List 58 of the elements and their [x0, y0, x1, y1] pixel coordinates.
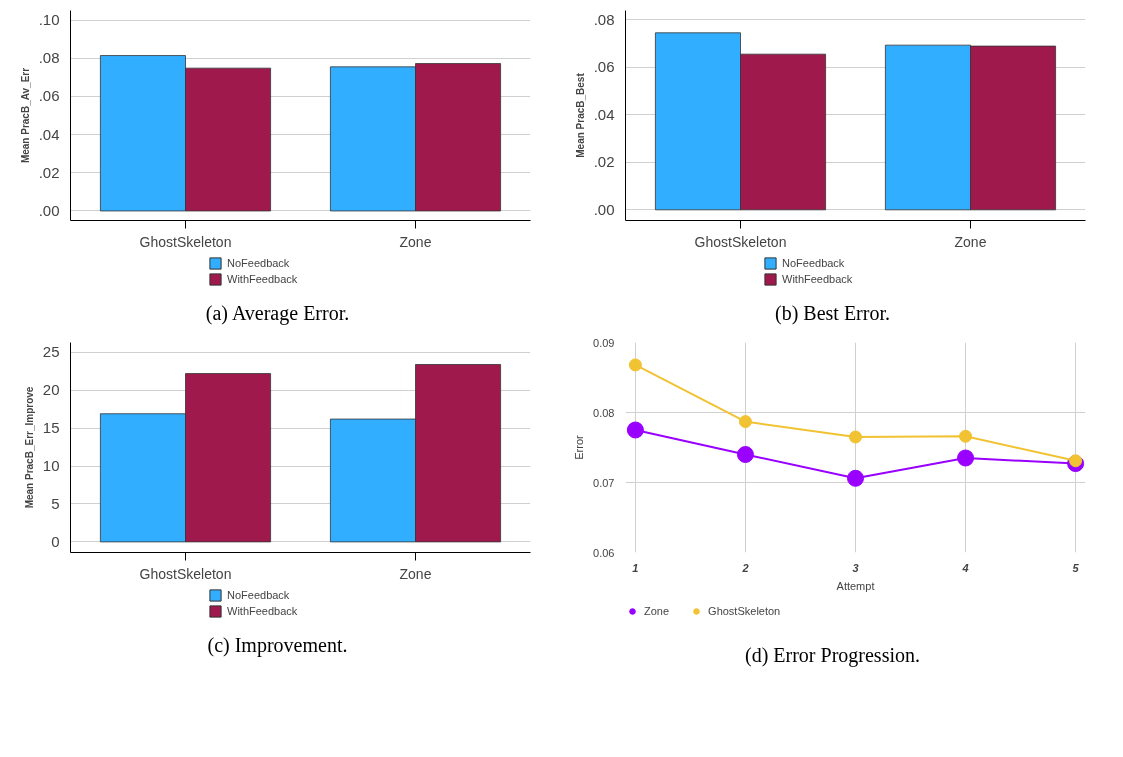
point	[957, 449, 975, 467]
y-axis-title: Error	[573, 434, 586, 460]
legend-label: NoFeedback	[782, 257, 845, 269]
point	[628, 358, 642, 372]
x-tick-label: Zone	[954, 233, 987, 250]
y-tick-label: 0	[51, 532, 60, 550]
point	[847, 469, 864, 487]
legend-label: WithFeedback	[227, 273, 298, 285]
x-tick-label: 3	[852, 561, 859, 574]
text: (d) Error Progression.	[745, 643, 920, 669]
y-tick-label: .06	[593, 58, 615, 76]
y-tick-label: .02	[593, 153, 615, 171]
y-tick-label: .08	[38, 49, 60, 67]
legend-label: NoFeedback	[227, 257, 290, 269]
y-tick-label: .04	[38, 125, 60, 143]
x-tick-label: GhostSkeleton	[694, 233, 787, 250]
x-tick-label: GhostSkeleton	[139, 233, 232, 250]
x-tick-label: 5	[1072, 561, 1080, 574]
text: (b) Best Error.	[775, 301, 890, 327]
legend-label: NoFeedback	[227, 589, 290, 601]
x-axis-title: Attempt	[836, 579, 875, 592]
y-tick-label: .00	[593, 200, 615, 218]
y-axis-title: Mean PracB_Best	[574, 72, 586, 158]
x-tick-label: GhostSkeleton	[139, 565, 232, 582]
text: (c) Improvement.	[207, 633, 348, 659]
point	[626, 421, 644, 439]
x-tick-label: 1	[632, 561, 639, 574]
y-tick-label: 0.08	[593, 406, 615, 419]
y-tick-label: 10	[42, 457, 60, 475]
point	[738, 415, 752, 429]
point	[959, 429, 973, 443]
y-tick-label: .10	[38, 11, 60, 29]
x-tick-label: Zone	[399, 565, 432, 582]
y-tick-label: 5	[51, 494, 60, 512]
legend-label: Zone	[644, 605, 670, 617]
y-tick-label: .06	[38, 87, 60, 105]
point	[1069, 454, 1083, 468]
point	[736, 446, 754, 463]
legend-label: GhostSkeleton	[708, 605, 781, 617]
y-axis-title: Mean PracB_Av_Err	[19, 67, 31, 164]
y-axis-title: Mean PracB_Err_Improve	[23, 386, 35, 509]
y-tick-label: 0.09	[593, 336, 615, 349]
text: (a) Average Error.	[205, 301, 350, 327]
y-tick-label: .02	[38, 163, 60, 181]
x-tick-label: 4	[961, 561, 969, 574]
y-tick-label: .00	[38, 201, 60, 219]
y-tick-label: 0.07	[593, 476, 615, 489]
point	[849, 430, 862, 444]
y-tick-label: 15	[42, 419, 60, 437]
x-tick-label: Zone	[399, 233, 432, 250]
y-tick-label: 25	[42, 343, 60, 361]
y-tick-label: 20	[42, 381, 60, 399]
legend-label: WithFeedback	[227, 605, 298, 617]
legend-label: WithFeedback	[782, 273, 853, 285]
x-tick-label: 2	[741, 561, 749, 574]
y-tick-label: 0.06	[593, 546, 615, 559]
y-tick-label: .04	[593, 105, 615, 123]
y-tick-label: .08	[593, 10, 615, 28]
